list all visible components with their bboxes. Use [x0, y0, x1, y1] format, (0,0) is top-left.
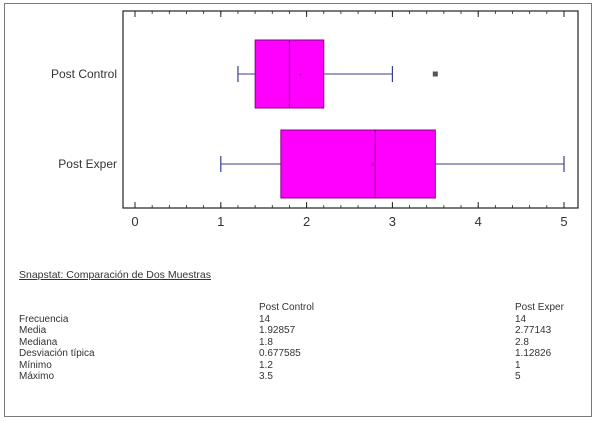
cell-value: 0.677585: [259, 348, 301, 359]
outlier-point: [432, 71, 438, 77]
summary-column-post-control: Post Control 14 1.92857 1.8 0.677585 1.2…: [259, 302, 314, 383]
row-label: Media: [19, 325, 47, 336]
x-tick-label: 0: [131, 214, 138, 229]
summary-header-spacer: [19, 302, 95, 314]
cell-value: 14: [515, 313, 527, 325]
row-label: Mínimo: [19, 359, 52, 371]
x-tick-label: 3: [389, 214, 396, 229]
cell-value: 2.77143: [515, 325, 552, 336]
boxplot-chart: 0 1 2 3 4 5 Post Control + Post Exper +: [51, 10, 579, 229]
cell-value: 5: [515, 371, 521, 382]
x-tick-label: 2: [303, 214, 310, 229]
cell-value: 1: [515, 359, 521, 371]
cell-value: 1.92857: [259, 325, 296, 336]
summary-label-column: Frecuencia Media Mediana Desviación típi…: [19, 302, 95, 383]
x-tick-label: 5: [560, 214, 567, 229]
cell-value: 2.8: [515, 336, 529, 348]
category-label: Post Exper: [58, 157, 117, 171]
row-label: Desviación típica: [19, 348, 95, 359]
cell-value: 1.2: [259, 359, 273, 371]
cell-value: 1.12826: [515, 348, 552, 359]
category-label: Post Control: [51, 67, 117, 81]
summary-column-post-exper: Post Exper 14 2.77143 2.8 1.12826 1 5: [515, 302, 564, 383]
cell-value: 1.8: [259, 336, 273, 348]
x-tick-label: 4: [475, 214, 482, 229]
cell-value: 14: [259, 313, 271, 325]
mean-marker: +: [298, 70, 303, 79]
summary-title: Snapstat: Comparación de Dos Muestras: [19, 269, 212, 281]
column-header: Post Exper: [515, 302, 564, 313]
mean-marker: +: [370, 160, 375, 169]
x-tick-label: 1: [217, 214, 224, 229]
cell-value: 3.5: [259, 371, 273, 382]
row-label: Frecuencia: [19, 313, 69, 325]
row-label: Mediana: [19, 336, 58, 348]
iqr-box: [280, 129, 436, 199]
row-label: Máximo: [19, 371, 55, 382]
column-header: Post Control: [259, 302, 315, 313]
chart-frame: 0 1 2 3 4 5 Post Control + Post Exper + Snapstat:…: [4, 3, 592, 417]
plot-border: [122, 10, 579, 209]
